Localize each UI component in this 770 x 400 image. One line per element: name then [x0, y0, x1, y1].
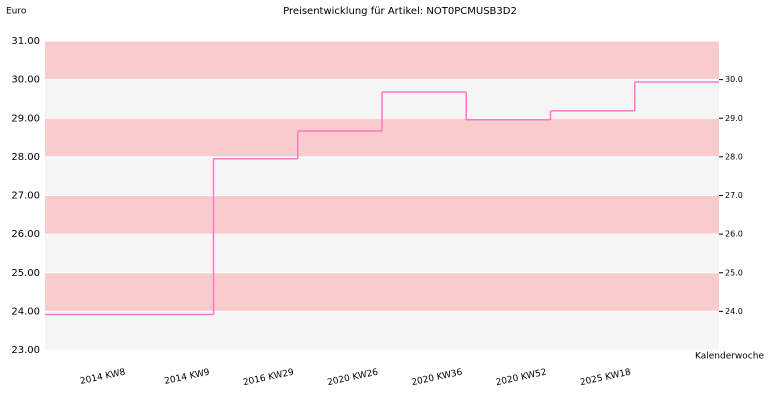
x-axis-label: Kalenderwoche — [695, 352, 764, 362]
y2-tick-label: 24.0 — [725, 307, 743, 316]
y2-tick-label: 27.0 — [725, 191, 743, 200]
y2-tick-label: 25.0 — [725, 268, 743, 277]
x-tick-label: 2020 KW26 — [326, 368, 379, 389]
x-tick-label: 2020 KW52 — [495, 368, 548, 389]
chart-title: Preisentwicklung für Artikel: NOT0PCMUSB… — [283, 6, 517, 17]
band — [45, 156, 719, 196]
y2-tick-label: 28.0 — [725, 152, 743, 161]
band — [45, 234, 719, 273]
y2-tick-label: 26.0 — [725, 230, 743, 239]
band — [45, 272, 719, 312]
y-tick-label: 30.00 — [11, 75, 40, 86]
y-tick-label: 29.00 — [11, 113, 40, 124]
y-tick-label: 26.00 — [11, 229, 40, 240]
y-tick-label: 24.00 — [11, 306, 40, 317]
band — [45, 41, 719, 80]
x-tick-label: 2014 KW9 — [164, 368, 211, 387]
band — [45, 195, 719, 235]
x-tick-label: 2025 KW18 — [579, 368, 632, 389]
y2-tick-label: 29.0 — [725, 114, 743, 123]
x-tick-label: 2020 KW36 — [411, 368, 464, 389]
x-tick-label: 2016 KW29 — [242, 368, 295, 389]
y2-tick-label: 30.0 — [725, 75, 743, 84]
y-tick-label: 25.00 — [11, 268, 40, 279]
y-tick-label: 28.00 — [11, 152, 40, 163]
x-tick-label: 2014 KW8 — [79, 368, 126, 387]
y-tick-label: 31.00 — [11, 36, 40, 47]
band — [45, 311, 719, 350]
y-axis-label: Euro — [6, 7, 27, 17]
y-tick-label: 23.00 — [11, 345, 40, 356]
y-tick-label: 27.00 — [11, 191, 40, 202]
